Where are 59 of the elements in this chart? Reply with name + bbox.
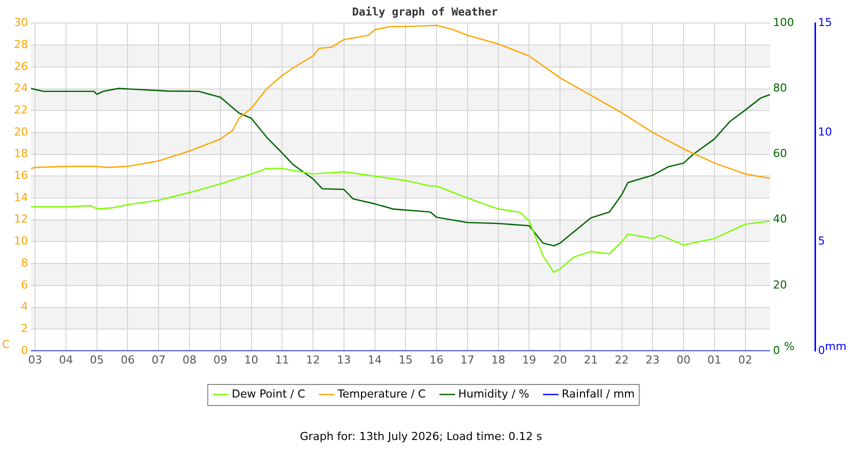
y2-tick-label: 0 (773, 344, 780, 357)
x-tick-label: 12 (306, 353, 320, 366)
y-tick-label: 20 (14, 125, 28, 138)
x-tick-label: 07 (152, 353, 166, 366)
x-tick-label: 10 (244, 353, 258, 366)
x-tick-label: 06 (120, 353, 135, 366)
y-tick-label: 22 (14, 103, 28, 116)
legend-label: Dew Point / C (232, 387, 306, 400)
x-tick-label: 04 (58, 353, 73, 366)
x-tick-label: 11 (275, 353, 290, 366)
y-axis-title: C (2, 338, 10, 351)
y-tick-label: 0 (21, 344, 28, 357)
y-tick-label: 30 (14, 16, 28, 30)
y2-tick-label: 80 (773, 82, 787, 95)
x-tick-label: 17 (460, 353, 474, 366)
y-tick-label: 18 (14, 147, 28, 160)
x-tick-label: 08 (182, 353, 197, 366)
x-tick-label: 21 (584, 353, 598, 366)
x-tick-label: 13 (336, 353, 351, 366)
y3-tick-label: 5 (818, 234, 825, 248)
y-tick-label: 8 (21, 256, 28, 270)
y3-axis-title: mm (825, 340, 846, 353)
x-tick-label: 00 (676, 353, 691, 366)
x-tick-label: 20 (553, 353, 568, 366)
y-tick-label: 2 (21, 322, 28, 336)
y2-tick-label: 20 (773, 278, 787, 292)
y3-tick-label: 15 (818, 16, 832, 30)
legend-label: Temperature / C (336, 387, 426, 400)
text: Graph for: 13th July 2026; Load time: 0.12 s (300, 430, 542, 443)
x-tick-label: 19 (522, 353, 536, 366)
y-tick-label: 26 (14, 60, 28, 73)
x-tick-label: 15 (398, 353, 413, 366)
x-tick-label: 22 (614, 353, 629, 366)
x-tick-label: 18 (491, 353, 506, 366)
chart-title: Daily graph of Weather (352, 5, 498, 18)
x-tick-label: 09 (213, 353, 228, 366)
y-tick-label: 10 (14, 234, 28, 248)
y-tick-label: 16 (14, 169, 28, 182)
legend-label: Humidity / % (458, 387, 530, 400)
y-tick-label: 24 (14, 82, 28, 95)
y-tick-label: 14 (14, 190, 28, 204)
x-tick-label: 16 (430, 353, 444, 366)
x-tick-label: 01 (707, 353, 722, 366)
x-tick-label: 23 (646, 353, 660, 366)
x-tick-label: 02 (738, 353, 752, 366)
x-tick-label: 03 (28, 353, 42, 366)
x-tick-label: 14 (368, 353, 382, 366)
y-tick-label: 28 (14, 38, 28, 51)
y2-tick-label: 60 (773, 147, 787, 160)
y3-tick-label: 0 (818, 344, 825, 357)
legend-label: Rainfall / mm (562, 387, 635, 400)
x-tick-label: 05 (90, 353, 104, 366)
y-tick-label: 4 (21, 300, 28, 314)
y2-axis-title: % (784, 340, 794, 353)
y2-tick-label: 40 (773, 212, 787, 226)
y-tick-label: 6 (21, 278, 28, 292)
y3-tick-label: 10 (818, 125, 832, 138)
y2-tick-label: 100 (773, 16, 794, 30)
y-tick-label: 12 (14, 212, 28, 226)
